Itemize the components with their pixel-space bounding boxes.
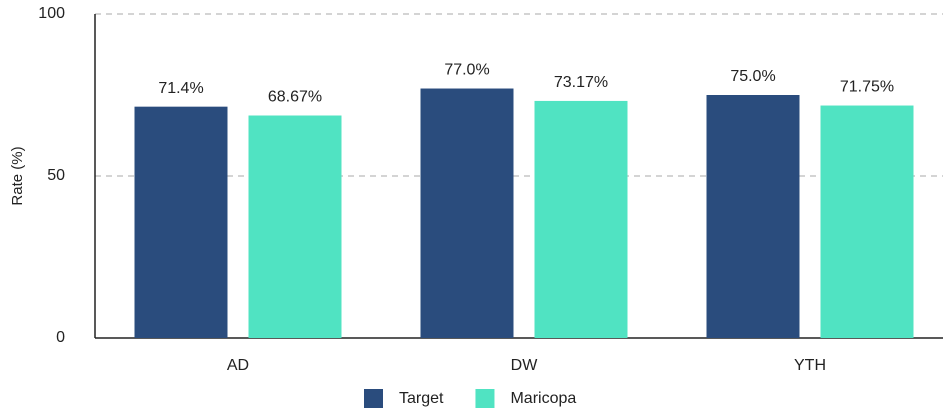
legend-swatch [364, 389, 383, 408]
x-tick-label: YTH [794, 357, 826, 374]
bar [420, 88, 514, 339]
bar [706, 95, 800, 338]
y-tick-label: 50 [47, 167, 65, 184]
legend-swatch [475, 389, 495, 408]
value-label: 71.4% [158, 80, 203, 97]
y-tick-label: 0 [56, 329, 65, 346]
value-label: 71.75% [840, 79, 894, 96]
bar [248, 115, 342, 338]
bar [134, 106, 228, 338]
legend-label: Target [399, 390, 444, 407]
value-label: 68.67% [268, 89, 322, 106]
x-tick-label: DW [511, 357, 539, 374]
value-label: 73.17% [554, 74, 608, 91]
y-axis-label: Rate (%) [9, 146, 26, 205]
bar [534, 100, 628, 338]
legend-label: Maricopa [510, 390, 576, 407]
value-label: 77.0% [444, 62, 489, 79]
bar [820, 105, 914, 338]
x-tick-label: AD [227, 357, 249, 374]
value-label: 75.0% [730, 68, 775, 85]
y-tick-label: 100 [38, 5, 65, 22]
